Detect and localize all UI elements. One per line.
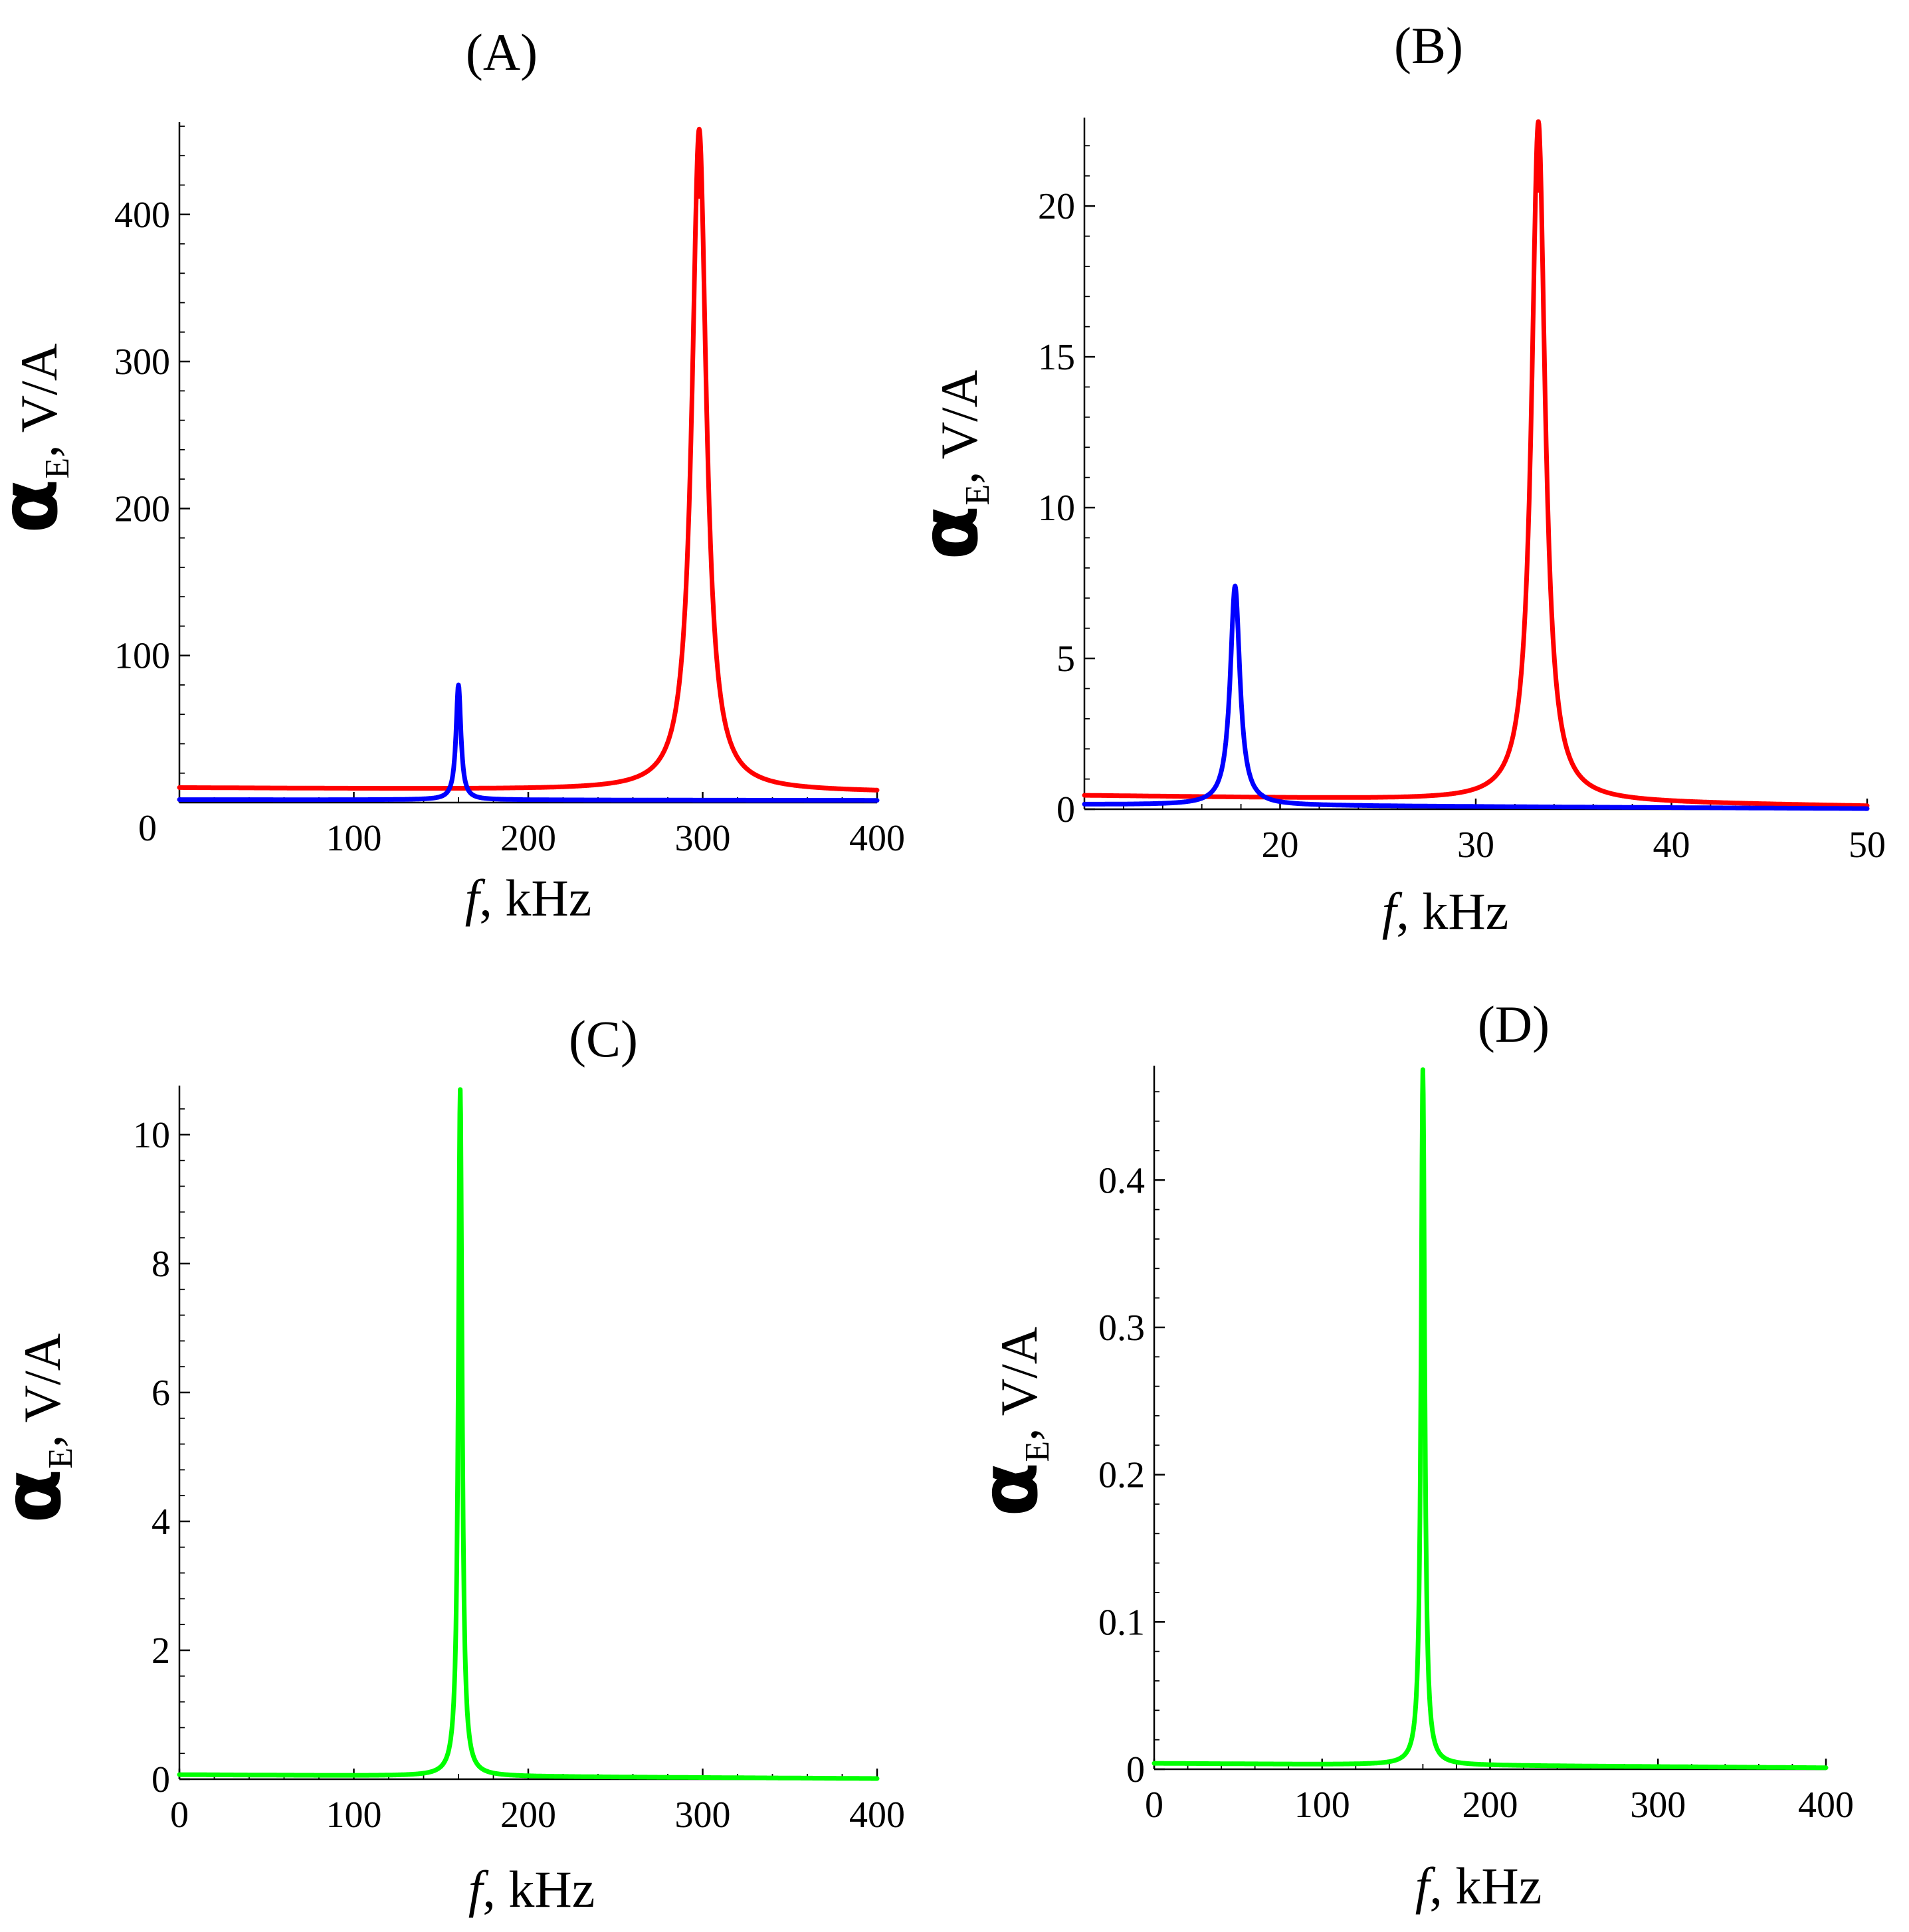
x-tick-label: 30 — [1457, 824, 1494, 866]
y-tick-label: 300 — [114, 341, 170, 383]
y-axis-symbol: α — [0, 479, 76, 533]
x-tick-label: 0 — [1145, 1785, 1163, 1826]
y-tick-label: 5 — [1056, 638, 1075, 680]
panel-title: (C) — [569, 1010, 638, 1068]
panel-c: (C) 0 100 200 300 400 0 2 4 6 8 10 f, kHz αE, V/A — [0, 1010, 905, 1918]
y-axis-unit: , V/A — [13, 1333, 71, 1448]
series-line-green — [177, 1087, 880, 1781]
panel-b: (B) 20 30 40 50 0 5 10 15 20 f, kHz αE, V/A — [904, 17, 1886, 940]
series-line-red — [1082, 119, 1870, 809]
series-line-red — [177, 126, 880, 793]
y-axis-unit: , V/A — [10, 343, 68, 458]
y-axis-symbol: α — [963, 1462, 1056, 1517]
x-axis-unit: , kHz — [1429, 1857, 1542, 1915]
x-tick-label: 100 — [326, 1794, 382, 1836]
x-tick-label: 0 — [170, 1794, 189, 1836]
y-tick-label: 0 — [151, 1759, 170, 1800]
x-axis-unit: , kHz — [479, 869, 591, 927]
x-axis-label: f, kHz — [1382, 882, 1509, 940]
y-tick-label: 4 — [151, 1501, 170, 1543]
x-tick-label: 300 — [675, 1794, 731, 1836]
y-tick-label: 10 — [1038, 488, 1075, 529]
x-axis-unit: , kHz — [1396, 882, 1508, 940]
x-tick-label: 400 — [849, 1794, 905, 1836]
y-axis-label: αE, V/A — [0, 1333, 80, 1523]
y-axis-label: αE, V/A — [904, 370, 997, 560]
y-tick-label: 0.3 — [1098, 1307, 1145, 1349]
x-tick-label: 400 — [1798, 1785, 1854, 1826]
y-tick-label: 2 — [151, 1630, 170, 1672]
y-tick-label: 200 — [114, 488, 170, 530]
series-line-blue — [1082, 583, 1870, 811]
x-axis-label: f, kHz — [468, 1860, 595, 1918]
series-line-green — [1152, 1067, 1829, 1771]
x-axis-label: f, kHz — [1415, 1857, 1542, 1915]
y-axis-label: αE, V/A — [0, 343, 76, 533]
x-tick-label: 200 — [500, 1794, 556, 1836]
y-tick-label: 20 — [1038, 186, 1075, 227]
panel-d: (D) 0 100 200 300 400 0 0.1 0.2 0.3 0.4 f, kHz αE, V… — [963, 995, 1854, 1915]
x-tick-label: 100 — [1294, 1785, 1350, 1826]
y-tick-label: 10 — [133, 1115, 170, 1156]
x-tick-label: 300 — [1630, 1785, 1686, 1826]
y-axis-subscript: E — [39, 458, 76, 479]
y-tick-label: 0 — [1056, 789, 1075, 830]
x-tick-label: 300 — [675, 818, 731, 859]
y-tick-label: 100 — [114, 636, 170, 677]
y-tick-label: 0.4 — [1098, 1160, 1145, 1201]
y-axis-subscript: E — [959, 484, 997, 506]
x-tick-label: 20 — [1262, 824, 1299, 866]
y-axis-symbol: α — [904, 506, 996, 560]
x-axis-label: f, kHz — [465, 869, 592, 927]
x-tick-label: 100 — [326, 818, 382, 859]
y-tick-label: 8 — [151, 1244, 170, 1285]
y-tick-label: 0 — [1126, 1749, 1145, 1790]
y-tick-label: 6 — [151, 1373, 170, 1414]
x-tick-label: 400 — [849, 818, 905, 859]
x-tick-label: 200 — [1462, 1785, 1518, 1826]
y-tick-label: 0.2 — [1098, 1455, 1145, 1496]
panel-a: (A) 100 200 300 400 100 200 300 400 0 f, kHz αE, V/… — [0, 23, 905, 927]
y-tick-label: 15 — [1038, 337, 1075, 378]
panel-title: (B) — [1394, 17, 1463, 74]
x-axis-unit: , kHz — [482, 1860, 595, 1918]
y-axis-unit: , V/A — [990, 1327, 1048, 1441]
origin-label: 0 — [138, 808, 157, 849]
x-tick-label: 40 — [1653, 824, 1690, 866]
y-axis-subscript: E — [42, 1448, 80, 1469]
panel-title: (D) — [1478, 995, 1550, 1053]
y-axis-subscript: E — [1019, 1441, 1056, 1462]
y-tick-label: 0.1 — [1098, 1602, 1145, 1643]
y-tick-label: 400 — [114, 195, 170, 236]
y-axis-label: αE, V/A — [963, 1327, 1056, 1517]
series-line-blue — [177, 682, 880, 803]
x-tick-label: 50 — [1849, 824, 1886, 866]
y-axis-unit: , V/A — [930, 370, 988, 484]
y-axis-symbol: α — [0, 1469, 79, 1523]
x-tick-label: 200 — [500, 818, 556, 859]
panel-title: (A) — [466, 23, 538, 81]
